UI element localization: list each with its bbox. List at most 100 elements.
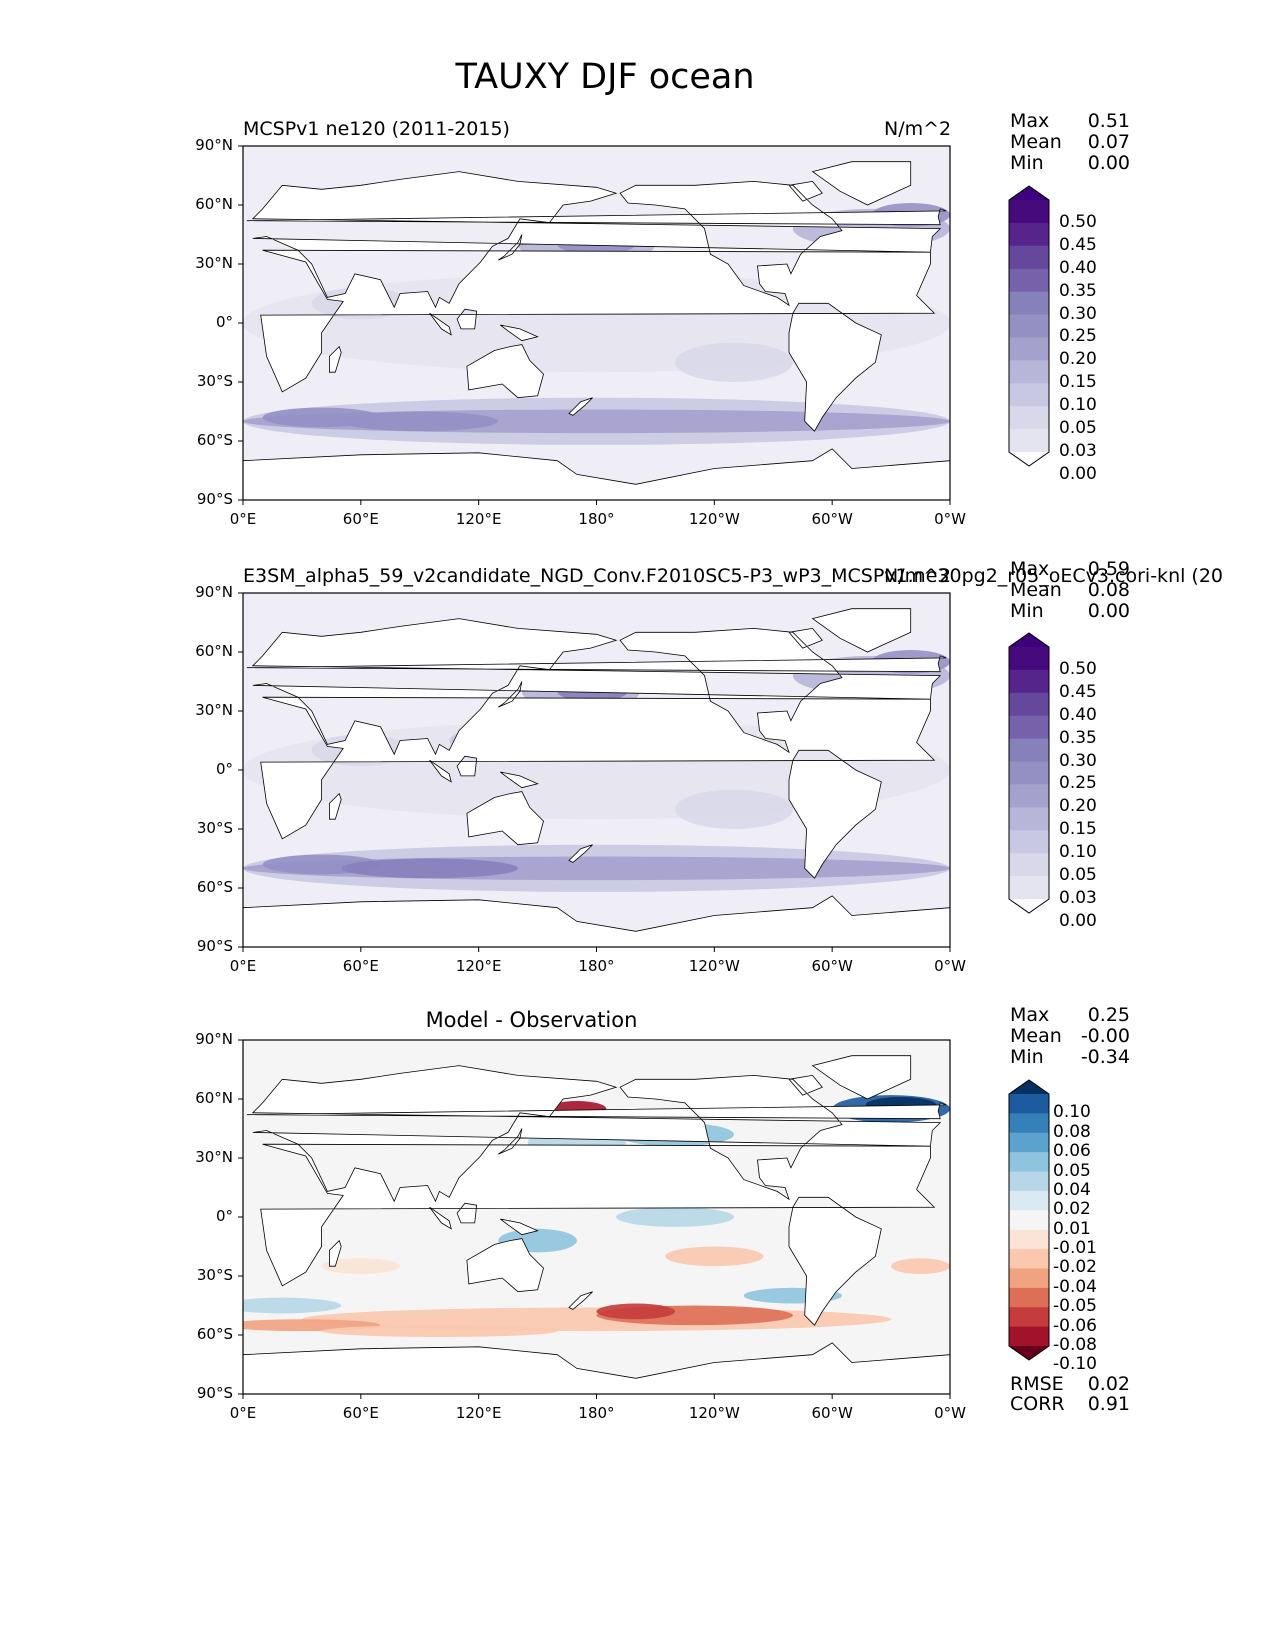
field-contour	[341, 858, 518, 879]
lat-tick-label: 30°S	[196, 372, 233, 390]
colorbar-label: 0.10	[1059, 395, 1097, 416]
map-panel-0	[238, 145, 951, 505]
colorbar-bin	[1009, 291, 1049, 316]
lat-tick-label: 30°N	[195, 701, 233, 719]
colorbar-outline	[1008, 185, 1050, 467]
stat-value: 0.07	[1087, 131, 1130, 153]
lat-tick-label: 90°S	[196, 490, 233, 508]
colorbar-label: 0.20	[1059, 349, 1097, 370]
colorbar-bin	[1009, 830, 1049, 854]
colorbar-label: 0.03	[1059, 441, 1097, 461]
colorbar-label: -0.02	[1053, 1257, 1097, 1278]
stat-value: 0.59	[1087, 558, 1130, 580]
colorbar-bin	[1009, 200, 1049, 224]
colorbar-extend-max	[1009, 186, 1049, 200]
lon-tick-label: 60°W	[811, 957, 853, 975]
colorbar	[1008, 1079, 1050, 1361]
colorbar-label: 0.06	[1053, 1141, 1091, 1162]
lat-tick-label: 0°	[215, 313, 233, 331]
colorbar-label: 0.35	[1059, 280, 1097, 301]
colorbar-label: -0.06	[1053, 1315, 1097, 1336]
colorbar-label: 0.10	[1059, 842, 1097, 863]
lat-tick-label: 90°S	[196, 1384, 233, 1402]
lat-tick-label: 90°N	[195, 136, 233, 154]
colorbar-bin	[1009, 1229, 1049, 1250]
colorbar-bin	[1009, 669, 1049, 694]
stat-value: -0.34	[1080, 1046, 1130, 1068]
lon-tick-label: 120°E	[455, 510, 502, 528]
colorbar-bin	[1009, 853, 1049, 877]
colorbar-label: 0.04	[1053, 1179, 1091, 1200]
colorbar-extend-min	[1009, 1346, 1049, 1360]
lat-tick-label: 90°S	[196, 937, 233, 955]
colorbar-bin	[1009, 738, 1049, 763]
lon-tick-label: 0°W	[934, 957, 966, 975]
colorbar-outline	[1008, 1079, 1050, 1361]
colorbar-extend-max	[1009, 633, 1049, 647]
lat-tick-label: 30°N	[195, 254, 233, 272]
lon-tick-label: 0°E	[229, 1404, 257, 1422]
field-contour	[891, 1258, 950, 1275]
lat-tick-label: 30°S	[196, 819, 233, 837]
field-contour	[675, 342, 793, 382]
panel-left-title: E3SM_alpha5_59_v2candidate_NGD_Conv.F201…	[243, 565, 1224, 587]
extra-stat-label: CORR	[1010, 1393, 1065, 1415]
colorbar-extend-min	[1009, 452, 1049, 466]
colorbar-bin	[1009, 1152, 1049, 1173]
stat-label: Max	[1010, 558, 1050, 580]
colorbar-label: 0.30	[1059, 750, 1097, 771]
colorbar-bin	[1009, 647, 1049, 671]
colorbar-bin	[1009, 807, 1049, 831]
field-contour	[665, 1246, 764, 1267]
lat-tick-label: 90°N	[195, 583, 233, 601]
colorbar-label: -0.01	[1053, 1238, 1097, 1259]
stat-label: Min	[1010, 600, 1044, 622]
lon-tick-label: 60°W	[811, 510, 853, 528]
stat-label: Min	[1010, 152, 1044, 174]
colorbar-outline	[1008, 632, 1050, 914]
colorbar-bin	[1009, 1307, 1049, 1328]
field-contour	[321, 1258, 401, 1275]
colorbar-label: 0.45	[1059, 681, 1097, 702]
colorbar-bin	[1009, 429, 1049, 453]
colorbar-label: 0.00	[1059, 910, 1097, 931]
lat-tick-label: 90°N	[195, 1030, 233, 1048]
stat-label: Max	[1010, 1004, 1050, 1026]
stat-label: Max	[1010, 110, 1050, 132]
map-panel-2	[238, 1039, 951, 1399]
lat-tick-label: 60°S	[196, 1325, 233, 1343]
lon-tick-label: 180°	[578, 957, 615, 975]
colorbar-label: 0.05	[1053, 1160, 1091, 1181]
panel-units: N/m^2	[884, 565, 952, 587]
field-contour	[675, 789, 793, 829]
lat-tick-label: 60°N	[195, 1089, 233, 1107]
colorbar-label: 0.50	[1059, 211, 1097, 232]
colorbar-label: -0.05	[1053, 1296, 1097, 1317]
stat-label: Mean	[1010, 1025, 1062, 1047]
colorbar-label: 0.50	[1059, 658, 1097, 679]
panel-center-title: Model - Observation	[425, 1008, 638, 1032]
colorbar-label: 0.45	[1059, 234, 1097, 255]
map-panel-1	[238, 592, 951, 952]
lon-tick-label: 60°W	[811, 1404, 853, 1422]
lon-tick-label: 0°W	[934, 510, 966, 528]
colorbar-label: 0.40	[1059, 257, 1097, 278]
colorbar-bin	[1009, 761, 1049, 785]
colorbar-bin	[1009, 692, 1049, 717]
lon-tick-label: 60°E	[342, 1404, 379, 1422]
colorbar-label: 0.03	[1059, 888, 1097, 908]
colorbar-extend-min	[1009, 899, 1049, 913]
field-contour	[243, 1297, 342, 1314]
colorbar-bin	[1009, 1113, 1049, 1134]
colorbar-label: 0.25	[1059, 326, 1097, 347]
lat-tick-label: 60°N	[195, 642, 233, 660]
lon-tick-label: 180°	[578, 510, 615, 528]
stat-label: Mean	[1010, 579, 1062, 601]
colorbar-label: 0.10	[1053, 1102, 1091, 1123]
panel-units: N/m^2	[884, 118, 952, 140]
lon-tick-label: 120°W	[688, 957, 740, 975]
colorbar-bin	[1009, 715, 1049, 740]
colorbar-label: 0.40	[1059, 704, 1097, 725]
land-mask	[243, 161, 950, 500]
